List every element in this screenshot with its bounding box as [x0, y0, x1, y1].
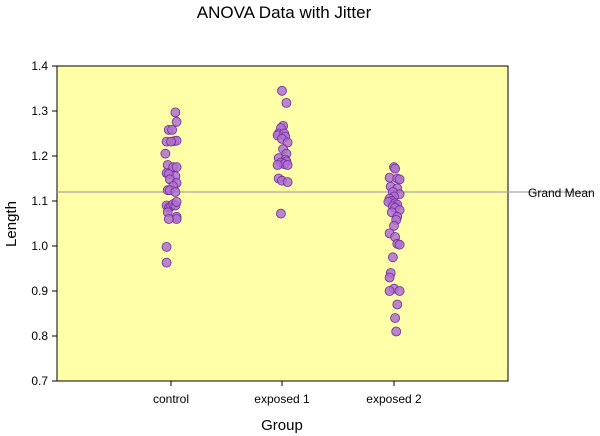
data-point — [390, 163, 401, 174]
grand-mean-label: Grand Mean — [528, 186, 595, 200]
y-tick-label: 0.9 — [31, 284, 48, 298]
x-axis: control exposed 1 exposed 2 — [153, 381, 422, 406]
data-point — [171, 162, 182, 173]
data-point — [394, 239, 405, 250]
data-point — [277, 85, 287, 96]
plot-area — [56, 65, 509, 382]
data-point — [387, 252, 398, 263]
data-point — [394, 174, 405, 185]
y-tick-label: 1.3 — [31, 104, 48, 118]
y-tick-label: 1.2 — [31, 149, 48, 163]
data-point — [281, 98, 292, 108]
y-tick-label: 1.1 — [31, 194, 48, 208]
data-point — [170, 107, 181, 118]
data-point — [282, 177, 293, 188]
data-point — [384, 286, 395, 296]
data-points — [160, 85, 405, 337]
data-point — [171, 196, 182, 207]
data-point — [275, 208, 286, 219]
x-category-label: exposed 2 — [366, 392, 422, 406]
data-point — [160, 148, 171, 159]
data-point — [384, 272, 395, 283]
x-category-label: exposed 1 — [254, 392, 310, 406]
data-point — [161, 241, 172, 252]
x-axis-title: Group — [261, 417, 303, 434]
data-point — [282, 137, 293, 148]
y-axis: 0.7 0.8 0.9 1.0 1.1 1.2 1.3 1.4 — [31, 59, 57, 388]
data-point — [282, 160, 293, 170]
data-point — [161, 257, 172, 268]
y-tick-label: 0.7 — [31, 374, 48, 388]
data-point — [394, 286, 405, 296]
x-category-label: control — [153, 392, 189, 406]
data-point — [166, 136, 176, 147]
y-axis-title: Length — [3, 201, 20, 247]
y-tick-label: 1.0 — [31, 239, 48, 253]
y-tick-label: 0.8 — [31, 329, 48, 343]
chart-title: ANOVA Data with Jitter — [197, 3, 372, 22]
data-point — [272, 160, 283, 170]
data-point — [392, 299, 403, 310]
data-point — [170, 187, 181, 197]
y-tick-label: 1.4 — [31, 59, 48, 73]
data-point — [163, 214, 174, 224]
data-point — [390, 313, 401, 323]
data-point — [167, 124, 178, 135]
data-point — [391, 326, 402, 337]
data-point — [389, 220, 399, 231]
data-point — [171, 116, 182, 127]
